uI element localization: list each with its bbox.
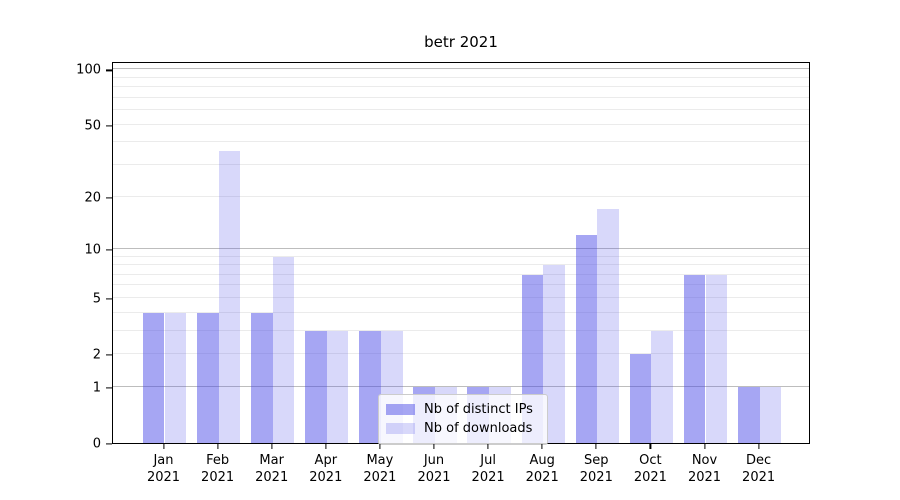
bar-feb-downloads <box>218 150 241 443</box>
bar-feb-distinct-ips <box>196 312 219 443</box>
legend-entry-downloads: Nb of downloads <box>386 419 539 438</box>
xtick-label-dec: Dec 2021 <box>742 453 776 485</box>
ytick-mark-2 <box>106 354 112 356</box>
gridline-9 <box>113 255 809 257</box>
gridline-7 <box>113 273 809 275</box>
gridline-5 <box>113 296 809 298</box>
xtick-mark-nov <box>703 444 706 449</box>
gridline-100 <box>113 68 809 70</box>
ytick-label-0: 0 <box>92 436 101 452</box>
ytick-mark-20 <box>106 196 112 199</box>
chart-title: betr 2021 <box>424 33 498 51</box>
gridline-20 <box>113 195 809 197</box>
downloads-swatch <box>386 423 415 434</box>
bar-nov-distinct-ips <box>683 274 706 443</box>
legend-label-downloads: Nb of downloads <box>424 421 533 436</box>
xtick-label-may: May 2021 <box>363 453 397 485</box>
gridline-80 <box>113 86 809 88</box>
ytick-label-2: 2 <box>92 347 101 363</box>
ytick-mark-10 <box>106 249 112 251</box>
ytick-mark-1 <box>106 387 112 389</box>
xtick-label-apr: Apr 2021 <box>309 453 343 485</box>
legend-entry-distinct-ips: Nb of distinct IPs <box>386 400 539 419</box>
ytick-mark-5 <box>106 298 112 300</box>
xtick-label-mar: Mar 2021 <box>255 453 289 485</box>
gridline-40 <box>113 141 809 143</box>
xtick-label-oct: Oct 2021 <box>633 453 667 485</box>
ytick-label-50: 50 <box>84 118 101 134</box>
xtick-mark-mar <box>271 444 273 449</box>
xtick-mark-feb <box>217 444 219 449</box>
gridline-2 <box>113 353 809 355</box>
bar-dec-downloads <box>759 386 782 443</box>
bar-apr-downloads <box>326 330 349 443</box>
xtick-mark-apr <box>325 444 327 449</box>
xtick-mark-oct <box>649 444 651 449</box>
gridline-10 <box>113 247 809 249</box>
xtick-label-jun: Jun 2021 <box>417 453 451 485</box>
ytick-label-100: 100 <box>76 62 101 78</box>
ytick-mark-0 <box>106 443 112 445</box>
bar-may-distinct-ips <box>359 330 381 443</box>
gridline-6 <box>113 284 809 286</box>
xtick-mark-jan <box>162 444 165 449</box>
bar-apr-distinct-ips <box>305 330 327 443</box>
xtick-label-aug: Aug 2021 <box>525 453 559 485</box>
xtick-label-sep: Sep 2021 <box>579 453 613 485</box>
bar-sep-downloads <box>597 209 619 443</box>
plot-area: Nb of distinct IPs Nb of downloads <box>112 62 810 445</box>
xtick-mark-may <box>379 444 381 449</box>
gridline-4 <box>113 311 809 313</box>
ytick-label-10: 10 <box>84 242 101 258</box>
bar-oct-downloads <box>651 330 674 443</box>
xtick-mark-jul <box>487 444 489 449</box>
xtick-mark-jun <box>433 444 435 449</box>
bar-jan-distinct-ips <box>142 312 165 443</box>
gridline-3 <box>113 329 809 331</box>
xtick-label-jul: Jul 2021 <box>471 453 505 485</box>
ytick-mark-50 <box>106 125 112 127</box>
gridline-90 <box>113 76 809 78</box>
bar-oct-distinct-ips <box>629 354 652 443</box>
bar-sep-distinct-ips <box>575 235 598 443</box>
bar-mar-downloads <box>272 256 295 443</box>
ytick-label-5: 5 <box>92 291 101 307</box>
xtick-label-feb: Feb 2021 <box>201 453 235 485</box>
gridline-8 <box>113 264 809 266</box>
gridline-70 <box>113 96 809 98</box>
gridline-50 <box>113 123 809 125</box>
bar-aug-downloads <box>543 265 565 443</box>
xtick-label-jan: Jan 2021 <box>146 453 181 485</box>
xtick-mark-aug <box>541 444 543 449</box>
ytick-mark-100 <box>106 69 112 71</box>
gridline-30 <box>113 164 809 165</box>
gridline-1 <box>113 385 809 387</box>
xtick-mark-sep <box>595 444 597 449</box>
xtick-label-nov: Nov 2021 <box>687 453 722 485</box>
bar-jan-downloads <box>164 312 187 443</box>
distinct-ips-swatch <box>386 404 415 415</box>
ytick-label-1: 1 <box>92 380 101 396</box>
legend: Nb of distinct IPs Nb of downloads <box>378 394 548 445</box>
ytick-label-20: 20 <box>84 190 101 206</box>
bar-dec-distinct-ips <box>737 386 760 443</box>
bar-mar-distinct-ips <box>251 312 273 443</box>
xtick-mark-dec <box>758 444 760 449</box>
gridline-60 <box>113 109 809 111</box>
legend-label-distinct-ips: Nb of distinct IPs <box>424 402 533 417</box>
bar-nov-downloads <box>705 274 728 443</box>
